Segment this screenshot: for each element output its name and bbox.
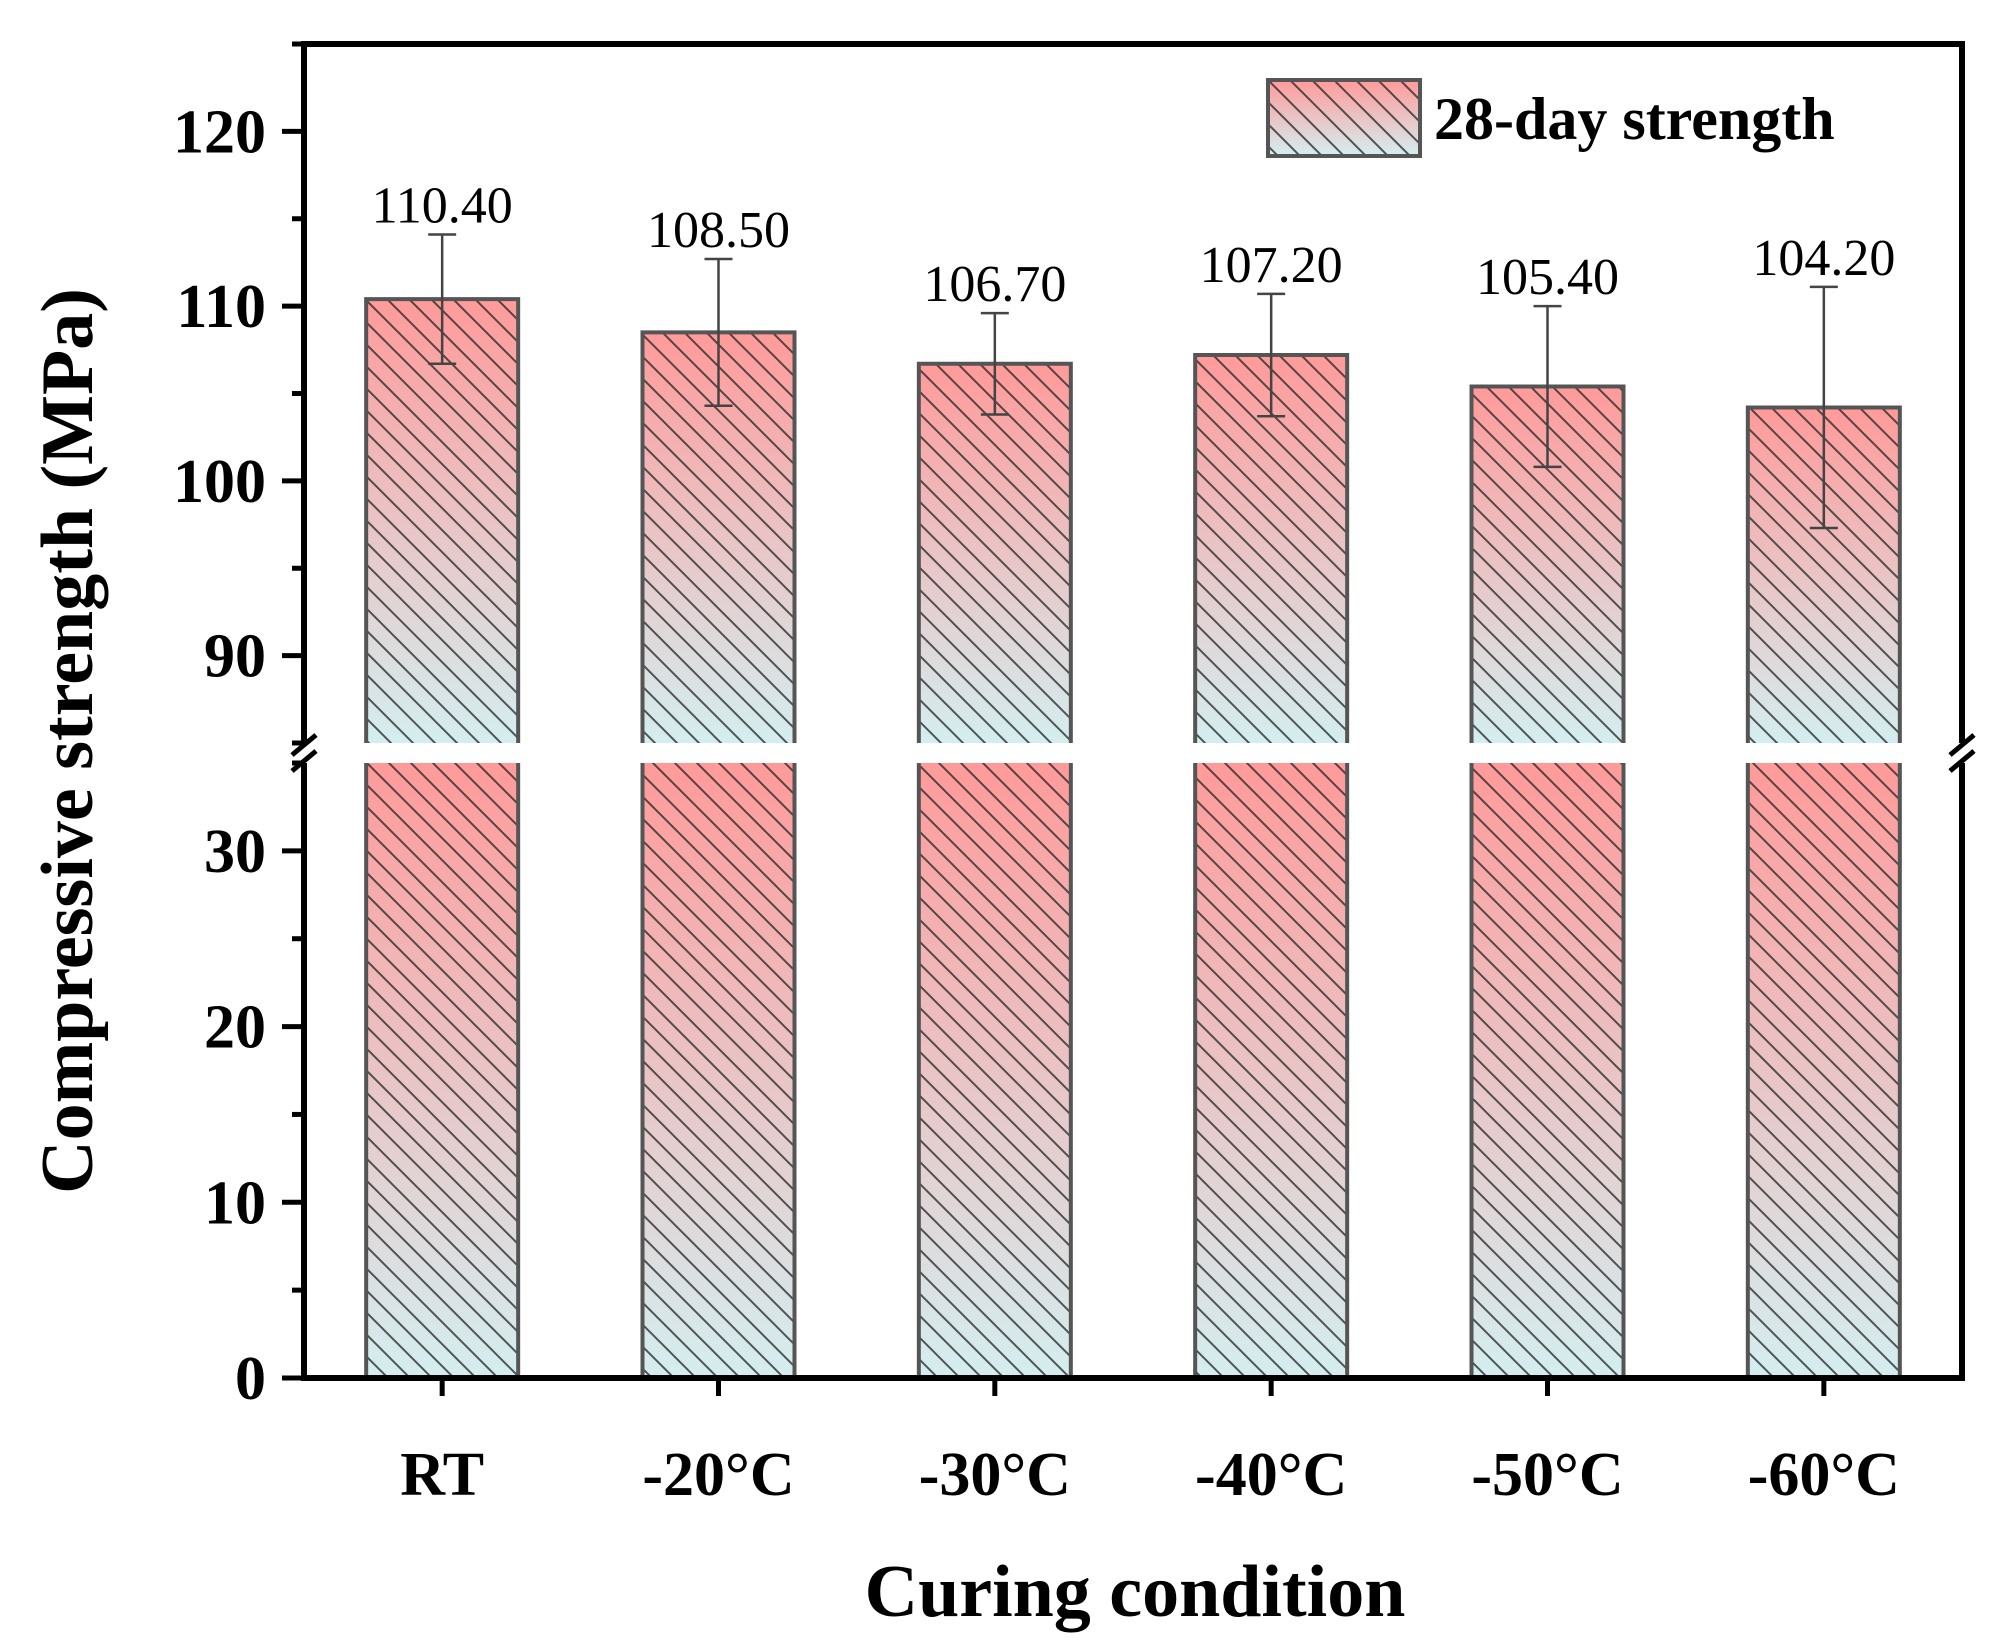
error-bar-0: [428, 233, 457, 366]
legend: 28-day strength: [1266, 78, 1835, 158]
axis-break-mark-upper-1: [1948, 733, 1976, 757]
y-axis-title: Compressive strength (MPa): [27, 288, 109, 1194]
y-tick-label: 100: [173, 448, 266, 516]
legend-swatch-hatch: [1268, 80, 1420, 156]
data-label-2: 106.70: [923, 256, 1066, 313]
y-tick-label: 110: [176, 273, 266, 341]
y-tick-label: 30: [204, 818, 266, 886]
bar-2: [916, 361, 1073, 1380]
x-tick-label-0: RT: [400, 1441, 484, 1509]
x-tick-label-1: -20°C: [642, 1441, 794, 1509]
error-bar-2: [980, 311, 1009, 416]
bar-3: [1193, 353, 1350, 1380]
error-bar-3: [1257, 292, 1286, 418]
bar-upper-hatch: [366, 299, 519, 743]
bar-lower-hatch: [642, 763, 795, 1378]
bar-lower-hatch: [1747, 763, 1900, 1378]
y-tick-label: 120: [173, 98, 266, 166]
y-tick-label: 20: [204, 994, 266, 1062]
legend-swatch-outline: [1266, 78, 1422, 158]
error-bar-1: [704, 257, 733, 407]
x-tick-label-3: -40°C: [1195, 1441, 1347, 1509]
bar-lower-hatch: [1195, 763, 1348, 1378]
bar-0: [364, 297, 521, 1380]
data-label-4: 105.40: [1476, 249, 1619, 306]
data-label-3: 107.20: [1200, 237, 1343, 294]
bar-4: [1469, 384, 1626, 1380]
bar-lower-hatch: [366, 763, 519, 1378]
y-tick-label: 90: [204, 623, 266, 691]
x-axis-title: Curing condition: [865, 1551, 1406, 1633]
axis-break-mark-lower-1: [1948, 749, 1976, 773]
y-tick-label: 10: [204, 1169, 266, 1237]
bar-upper-hatch: [1195, 355, 1348, 743]
y-tick-label: 0: [235, 1345, 266, 1413]
bar-lower-hatch: [1471, 763, 1624, 1378]
bar-upper-hatch: [918, 363, 1071, 743]
x-tick-label-5: -60°C: [1748, 1441, 1900, 1509]
legend-label: 28-day strength: [1434, 86, 1835, 152]
x-tick-label-4: -50°C: [1471, 1441, 1623, 1509]
data-label-1: 108.50: [647, 202, 790, 259]
bar-1: [640, 330, 797, 1380]
data-label-5: 104.20: [1752, 230, 1895, 287]
error-bar-4: [1533, 304, 1562, 469]
data-label-0: 110.40: [372, 177, 513, 234]
bar-lower-hatch: [918, 763, 1071, 1378]
error-bar-5: [1809, 285, 1838, 530]
x-tick-label-2: -30°C: [919, 1441, 1071, 1509]
bar-5: [1745, 405, 1902, 1380]
